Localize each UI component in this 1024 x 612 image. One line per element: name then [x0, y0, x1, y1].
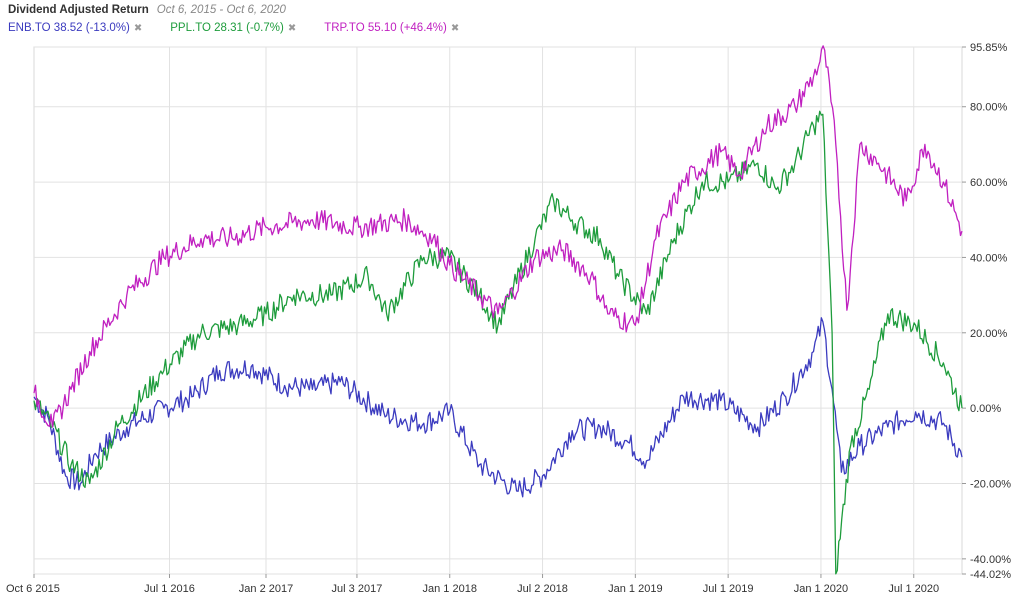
x-tick-label: Jul 3 2017: [332, 583, 383, 595]
y-tick-label: 20.00%: [970, 328, 1008, 340]
series-line-trp-to: [33, 45, 963, 428]
legend-label-trp: TRP.TO 55.10 (+46.4%): [324, 22, 447, 34]
legend: ENB.TO 38.52 (-13.0%) ✖ PPL.TO 28.31 (-0.7…: [8, 22, 487, 34]
x-tick-label: Jul 2 2018: [517, 583, 568, 595]
remove-trp-icon[interactable]: ✖: [450, 23, 460, 34]
date-range: Oct 6, 2015 - Oct 6, 2020: [156, 4, 286, 16]
series-line-enb-to: [33, 317, 963, 498]
chart-title: Dividend Adjusted Return: [8, 4, 149, 16]
legend-entry-trp[interactable]: TRP.TO 55.10 (+46.4%) ✖: [324, 22, 459, 34]
x-tick-label: Jul 1 2019: [703, 583, 754, 595]
y-tick-label: -40.00%: [970, 554, 1011, 566]
legend-entry-enb[interactable]: ENB.TO 38.52 (-13.0%) ✖: [8, 22, 142, 34]
y-tick-label: 40.00%: [970, 252, 1008, 264]
x-tick-label: Jan 1 2020: [794, 583, 848, 595]
chart-header: Dividend Adjusted Return Oct 6, 2015 - Oc…: [8, 4, 286, 16]
x-tick-label: Jan 2 2017: [239, 583, 293, 595]
legend-label-enb: ENB.TO 38.52 (-13.0%): [8, 22, 130, 34]
x-tick-label: Oct 6 2015: [6, 583, 60, 595]
y-tick-label: 95.85%: [970, 42, 1008, 54]
y-tick-label: 80.00%: [970, 102, 1008, 114]
legend-label-ppl: PPL.TO 28.31 (-0.7%): [170, 22, 284, 34]
y-tick-label: -20.00%: [970, 478, 1011, 490]
series-line-ppl-to: [33, 110, 963, 575]
remove-enb-icon[interactable]: ✖: [133, 23, 143, 34]
y-tick-label: 0.00%: [970, 403, 1001, 415]
legend-entry-ppl[interactable]: PPL.TO 28.31 (-0.7%) ✖: [170, 22, 296, 34]
y-tick-label: -44.02%: [970, 569, 1011, 581]
y-tick-label: 60.00%: [970, 177, 1008, 189]
x-tick-label: Jul 1 2016: [144, 583, 195, 595]
remove-ppl-icon[interactable]: ✖: [287, 23, 297, 34]
x-tick-label: Jan 1 2018: [423, 583, 477, 595]
x-tick-label: Jul 1 2020: [888, 583, 939, 595]
x-tick-label: Jan 1 2019: [608, 583, 662, 595]
